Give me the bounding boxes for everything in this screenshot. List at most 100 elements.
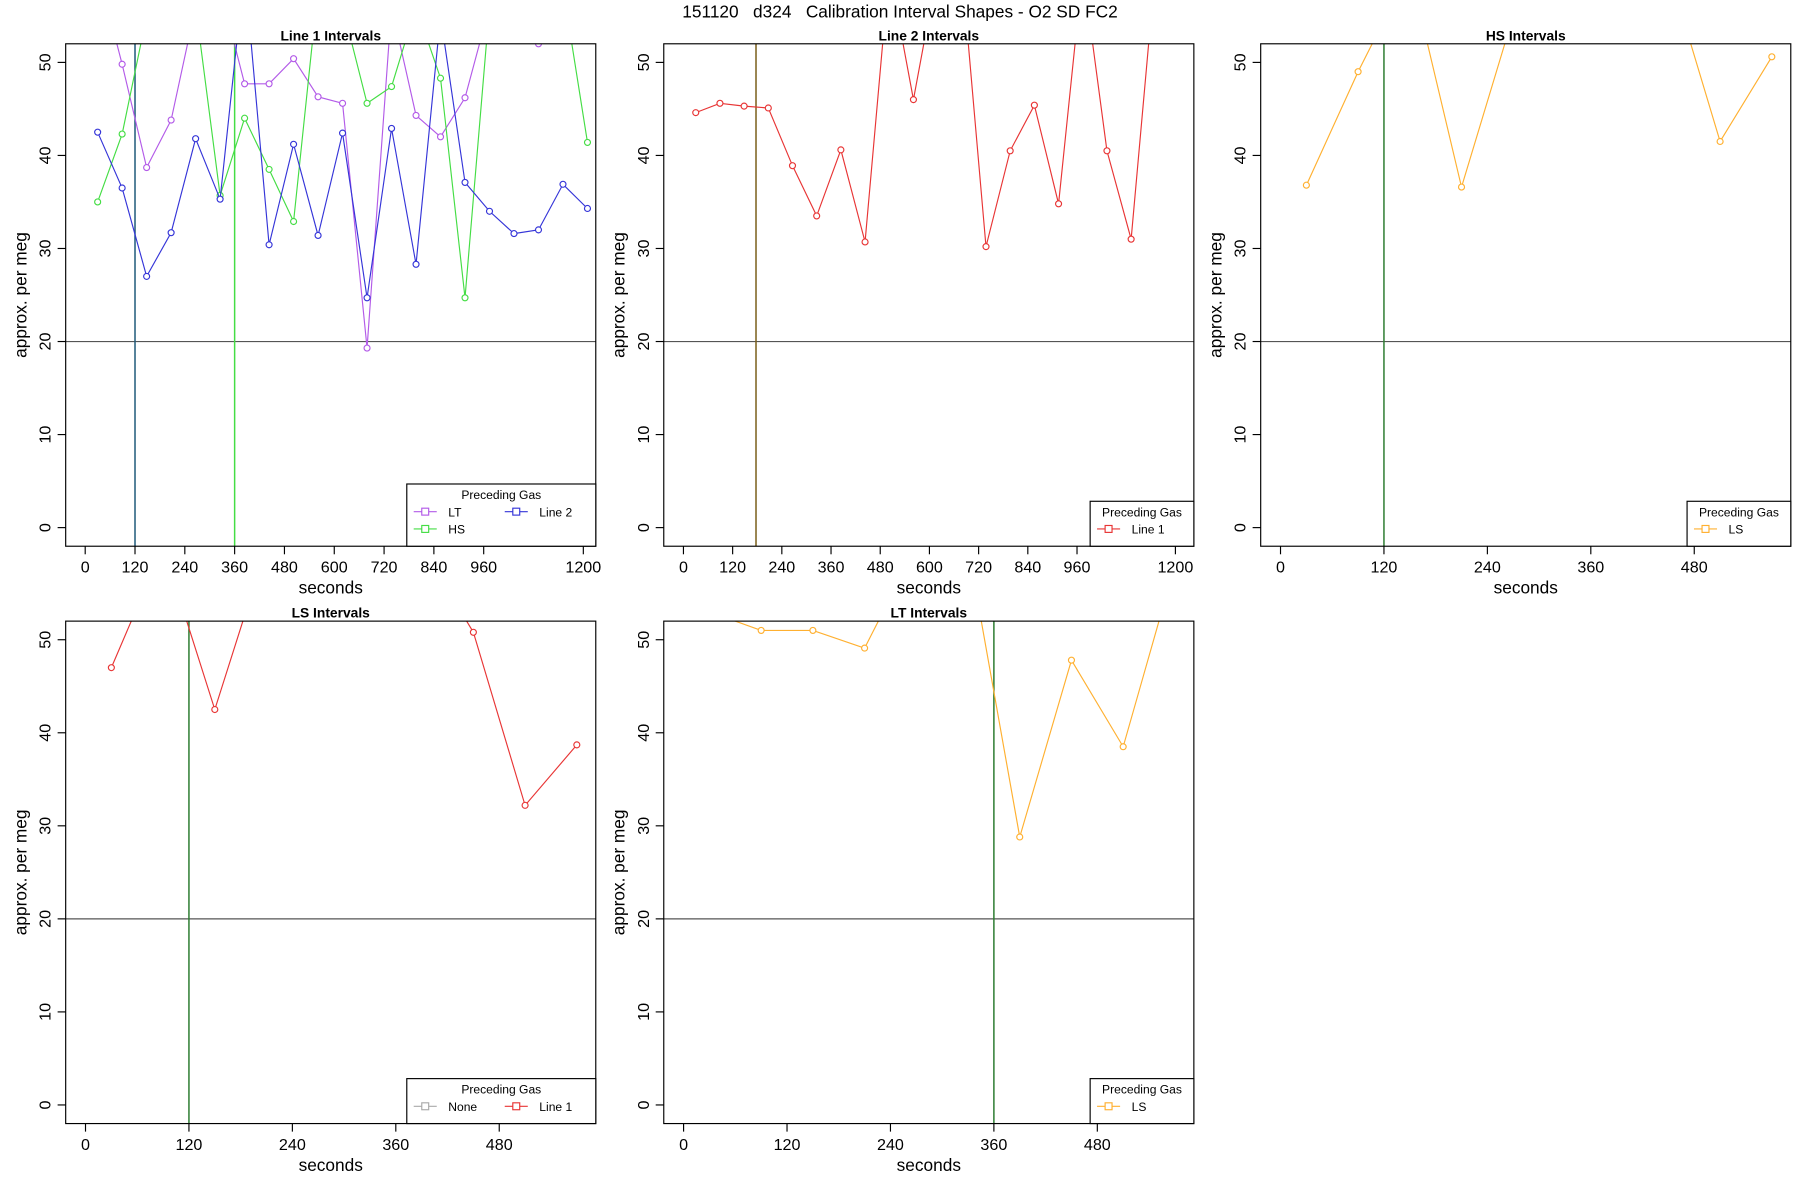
data-point xyxy=(692,109,700,117)
y-tick-label: 30 xyxy=(635,817,653,835)
legend-title: Preceding Gas xyxy=(1102,505,1182,519)
legend-marker xyxy=(512,1102,521,1111)
data-point xyxy=(461,294,469,302)
y-tick-label: 40 xyxy=(635,724,653,742)
y-tick-label: 50 xyxy=(635,53,653,71)
data-point xyxy=(461,94,469,102)
data-point xyxy=(436,74,445,82)
plot-frame xyxy=(663,620,1195,1125)
data-point xyxy=(534,226,543,234)
legend-label: LT xyxy=(448,505,462,519)
data-point xyxy=(193,4,199,10)
x-tick-label: 600 xyxy=(916,559,943,577)
legend: Preceding Gas LT HS Line 2 xyxy=(406,483,597,547)
legend: Preceding Gas LS xyxy=(1089,1078,1195,1125)
y-tick-label: 10 xyxy=(635,1003,653,1021)
plot-content xyxy=(65,621,596,1124)
y-tick-label: 30 xyxy=(1232,239,1250,257)
legend-label: Line 2 xyxy=(539,505,572,519)
panel-title: HS Intervals xyxy=(1486,27,1566,43)
legend-box xyxy=(406,1078,597,1125)
x-tick-label: 240 xyxy=(1474,559,1501,577)
data-point xyxy=(363,99,371,107)
x-tick-label: 600 xyxy=(321,559,348,577)
y-tick-label: 10 xyxy=(635,426,653,444)
data-point xyxy=(363,294,371,302)
data-point xyxy=(559,180,567,188)
data-point xyxy=(909,96,918,104)
data-point xyxy=(809,626,817,635)
panel-title: LT Intervals xyxy=(891,605,968,621)
data-point xyxy=(118,184,126,192)
x-tick-label: 120 xyxy=(774,1136,801,1154)
x-tick-label: 840 xyxy=(420,559,447,577)
data-point xyxy=(363,344,371,352)
y-tick-label: 20 xyxy=(37,333,55,351)
series-line xyxy=(110,621,578,807)
y-tick-label: 50 xyxy=(1232,53,1250,71)
data-point xyxy=(143,163,151,172)
data-point xyxy=(1054,200,1063,208)
x-tick-label: 360 xyxy=(221,559,248,577)
legend-marker xyxy=(512,507,521,516)
data-point xyxy=(413,4,419,10)
data-point xyxy=(461,178,469,186)
series-line xyxy=(695,43,1150,247)
plot-frame xyxy=(1260,43,1792,547)
data-point xyxy=(314,93,322,101)
data-point xyxy=(1006,147,1014,155)
data-point xyxy=(107,664,115,672)
data-point xyxy=(764,104,772,112)
x-tick-label: 0 xyxy=(81,1136,90,1154)
panel: HS Intervals 0 10 20 30 40 50 0 120 240 360 480 seco… xyxy=(1206,13,1792,597)
y-tick-label: 20 xyxy=(1232,333,1250,351)
data-point xyxy=(1510,13,1516,19)
panel-title: Line 1 Intervals xyxy=(280,27,381,43)
y-tick-label: 30 xyxy=(37,817,55,835)
legend-title: Preceding Gas xyxy=(1102,1083,1182,1097)
data-point xyxy=(387,124,396,133)
panel: Line 1 Intervals 0 10 20 30 40 50 0 120 240 360 480… xyxy=(11,4,602,597)
data-point xyxy=(982,243,990,251)
legend-box xyxy=(406,483,597,547)
data-point xyxy=(1119,743,1127,751)
x-tick-label: 360 xyxy=(1577,559,1604,577)
x-tick-label: 480 xyxy=(1084,1136,1111,1154)
y-tick-label: 20 xyxy=(635,910,653,928)
y-tick-label: 20 xyxy=(37,910,55,928)
data-point xyxy=(338,99,347,107)
data-point xyxy=(389,4,395,10)
legend-marker xyxy=(1104,524,1113,533)
series-line xyxy=(116,43,540,349)
y-tick-label: 0 xyxy=(635,523,653,532)
data-point xyxy=(1067,656,1076,664)
x-tick-label: 240 xyxy=(279,1136,306,1154)
data-point xyxy=(788,162,797,170)
data-point xyxy=(1716,137,1724,146)
data-point xyxy=(167,229,175,237)
data-point xyxy=(340,4,346,10)
x-tick-label: 0 xyxy=(1276,559,1285,577)
x-tick-label: 720 xyxy=(965,559,992,577)
x-axis-label: seconds xyxy=(299,1155,364,1175)
x-tick-label: 360 xyxy=(980,1136,1007,1154)
data-point xyxy=(211,705,219,714)
x-tick-label: 0 xyxy=(679,1136,688,1154)
data-point xyxy=(583,138,592,146)
legend-title: Preceding Gas xyxy=(461,1083,541,1097)
data-point xyxy=(412,111,420,120)
data-point xyxy=(1030,101,1038,109)
data-point xyxy=(757,626,765,635)
series-line xyxy=(97,43,588,298)
plot-frame xyxy=(65,43,597,547)
data-point xyxy=(1302,181,1310,189)
legend-label: LS xyxy=(1132,1100,1147,1114)
x-tick-label: 120 xyxy=(719,559,746,577)
y-tick-label: 0 xyxy=(37,1100,55,1109)
legend: Preceding Gas Line 1 xyxy=(1089,500,1195,547)
data-point xyxy=(583,204,592,213)
x-tick-label: 0 xyxy=(81,559,90,577)
x-tick-label: 1200 xyxy=(565,559,601,577)
data-point xyxy=(118,60,126,68)
data-point xyxy=(387,83,396,91)
